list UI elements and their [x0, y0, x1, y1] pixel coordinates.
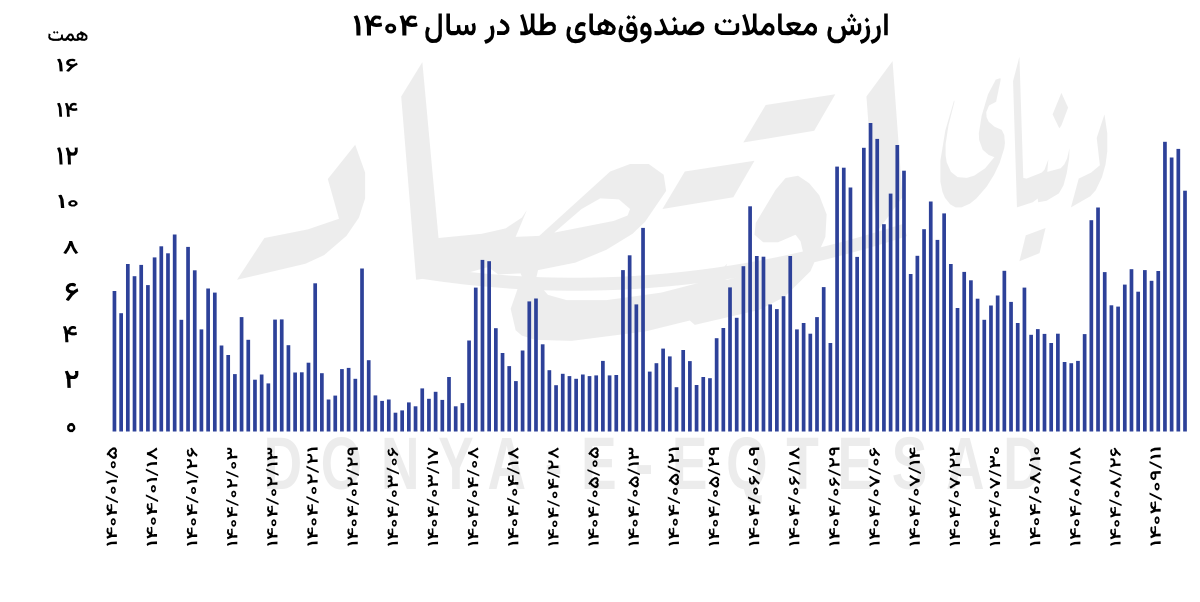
svg-text:DONYA-E-EQTESAD: DONYA-E-EQTESAD — [264, 422, 1061, 505]
